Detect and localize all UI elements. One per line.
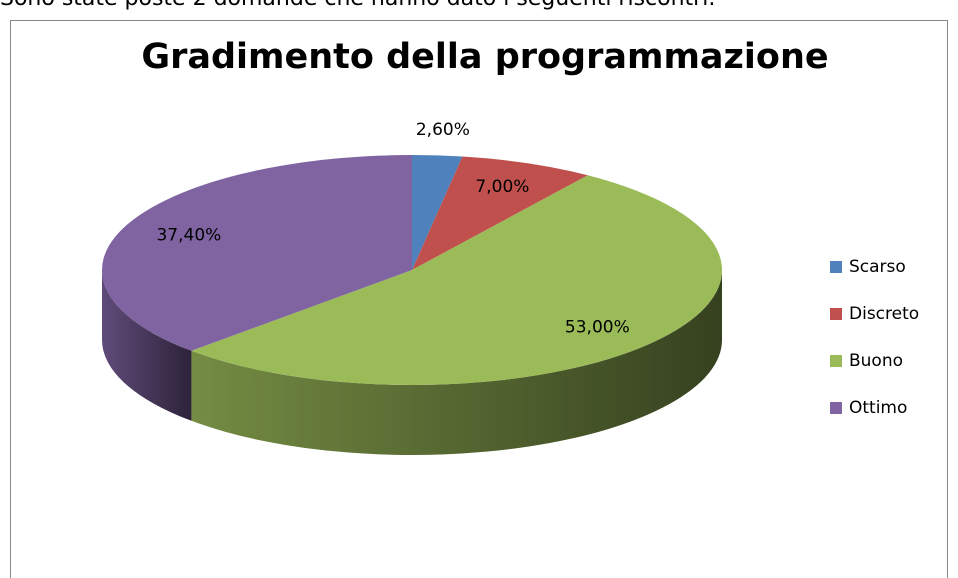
legend-label: Discreto <box>849 304 919 324</box>
legend: Scarso Discreto Buono Ottimo <box>830 257 919 418</box>
pie-slice <box>102 155 412 351</box>
chart-title: Gradimento della programmazione <box>141 37 828 77</box>
pie-side <box>102 270 192 421</box>
data-label: 53,00% <box>565 318 630 338</box>
intro-text: Sono state poste 2 domande che hanno dat… <box>0 0 715 11</box>
legend-swatch <box>830 355 842 367</box>
pie-side <box>191 270 722 455</box>
data-label: 2,60% <box>416 120 470 140</box>
legend-label: Ottimo <box>849 398 907 418</box>
legend-label: Buono <box>849 351 903 371</box>
legend-swatch <box>830 402 842 414</box>
pie-slice <box>412 156 588 270</box>
pie: 2,60% 7,00% 53,00% 37,40% <box>102 120 723 455</box>
legend-swatch <box>830 308 842 320</box>
pie-slice <box>412 155 463 270</box>
data-label: 7,00% <box>475 177 529 197</box>
data-label: 37,40% <box>156 225 221 245</box>
legend-label: Scarso <box>849 257 906 277</box>
legend-swatch <box>830 261 842 273</box>
pie-slice <box>191 175 723 385</box>
